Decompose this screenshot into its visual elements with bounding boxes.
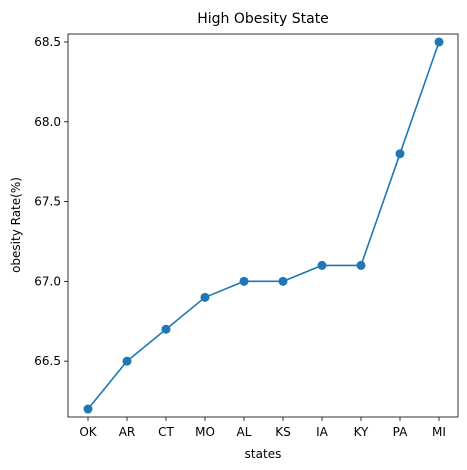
data-point (200, 292, 210, 302)
y-tick-label: 67.5 (34, 195, 61, 209)
x-tick-label: PA (393, 425, 408, 439)
x-tick-label: AL (237, 425, 252, 439)
data-point (161, 324, 171, 334)
series-line (87, 41, 440, 410)
x-tick-label: MI (432, 425, 446, 439)
x-tick-label: KY (354, 425, 369, 439)
chart-title: High Obesity State (197, 11, 329, 27)
data-point (239, 276, 249, 286)
x-axis-ticks: OK AR CT MO AL KS IA KY PA MI (79, 417, 446, 439)
data-series (83, 37, 444, 414)
data-point (278, 276, 288, 286)
x-tick-label: IA (316, 425, 329, 439)
data-point (434, 37, 444, 47)
x-tick-label: KS (275, 425, 291, 439)
y-tick-label: 68.5 (34, 35, 61, 49)
y-tick-label: 68.0 (34, 115, 61, 129)
y-axis-ticks: 66.5 67.0 67.5 68.0 68.5 (34, 35, 68, 368)
data-point (356, 260, 366, 270)
data-point (122, 356, 132, 366)
y-tick-label: 66.5 (34, 354, 61, 368)
y-tick-label: 67.0 (34, 274, 61, 288)
x-tick-label: MO (195, 425, 215, 439)
data-point (317, 260, 327, 270)
y-axis-label: obesity Rate(%) (9, 177, 23, 273)
data-point (83, 404, 93, 414)
x-tick-label: CT (158, 425, 174, 439)
x-tick-label: OK (79, 425, 97, 439)
data-point (395, 149, 405, 159)
x-tick-label: AR (119, 425, 136, 439)
x-axis-label: states (245, 447, 282, 461)
plot-frame (67, 33, 459, 418)
